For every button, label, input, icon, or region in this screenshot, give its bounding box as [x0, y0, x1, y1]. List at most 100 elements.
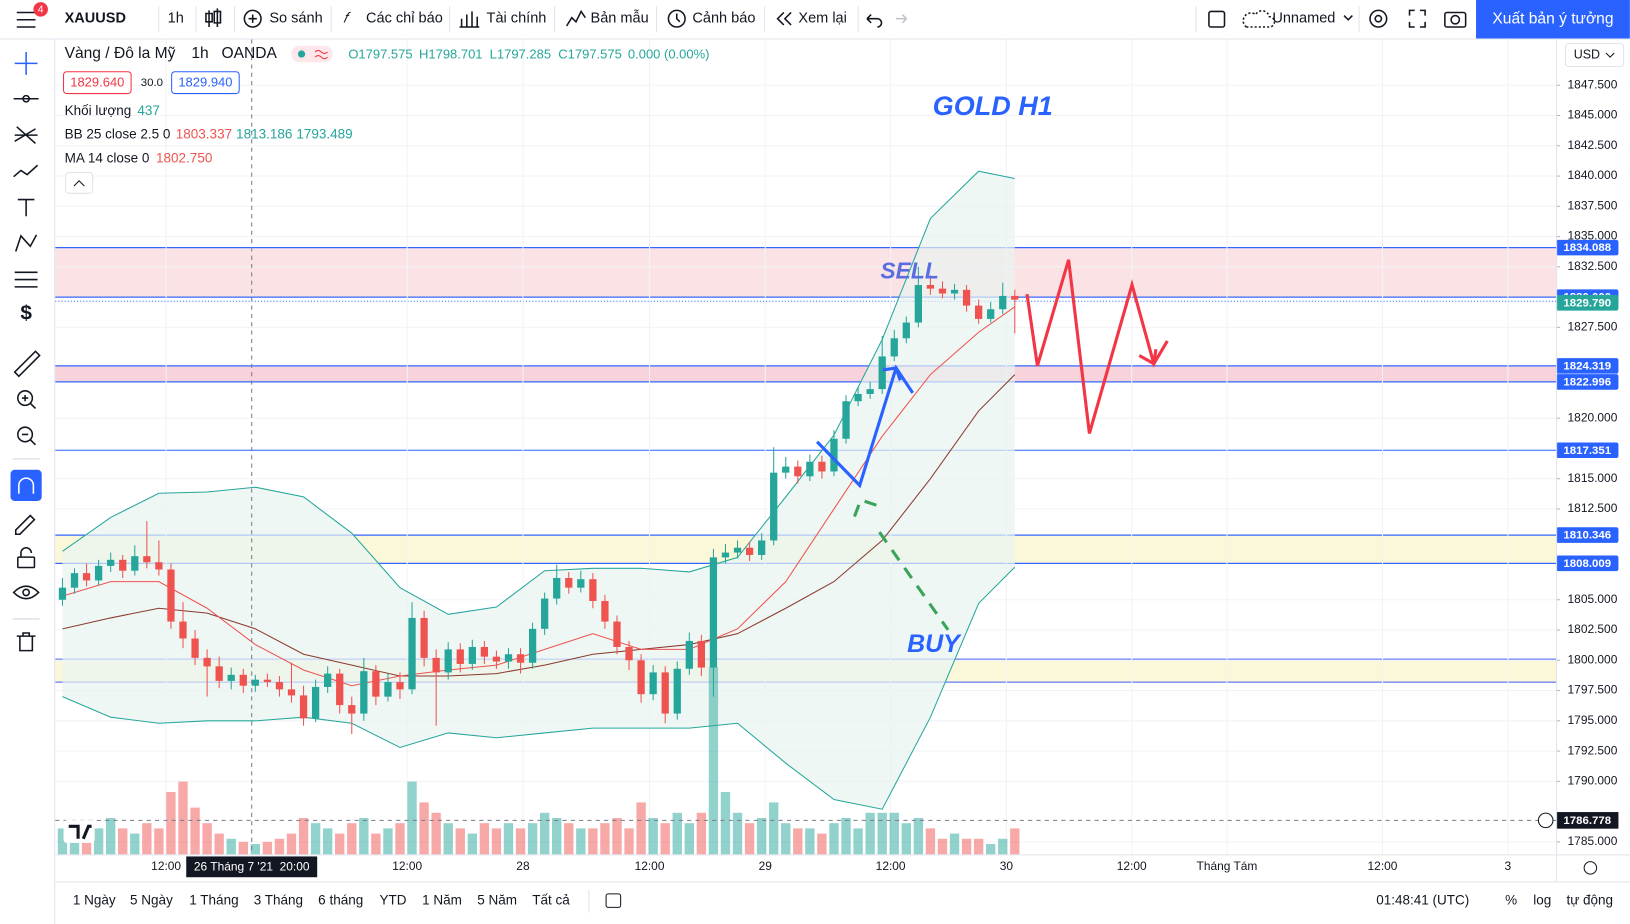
- labels-layer: 1847.500 1845.000 1842.500 1840.000 1837.500…: [55, 39, 1619, 878]
- bb-legend-lower: 1793.489: [296, 127, 352, 142]
- volume-bar: [190, 807, 200, 855]
- range-all[interactable]: Tất cả: [532, 893, 570, 908]
- tool-line-dot: [22, 94, 31, 103]
- tool-zoom-in[interactable]: [17, 390, 34, 407]
- price-label-box: [1556, 358, 1619, 374]
- candle-body: [890, 338, 898, 357]
- tool-text[interactable]: [17, 198, 35, 217]
- plot-layer: [57, 170, 1020, 855]
- layout-dropdown[interactable]: [1343, 15, 1353, 21]
- tool-hide[interactable]: [12, 585, 40, 600]
- tool-magnet-active[interactable]: [10, 469, 42, 501]
- candle-body: [155, 562, 163, 570]
- scale-log[interactable]: log: [1533, 893, 1551, 908]
- toolbar-financials[interactable]: Tài chính: [487, 11, 547, 27]
- toolbar-indicators[interactable]: Các chỉ báo: [366, 11, 443, 27]
- toolbar-compare[interactable]: So sánh: [269, 11, 322, 27]
- y-tick-label: 1805.000: [1568, 592, 1618, 606]
- tool-xabcd[interactable]: [14, 234, 38, 252]
- drawings: GOLD H1 SELL BUY: [815, 91, 1169, 658]
- y-tick-label: 1820.000: [1568, 410, 1618, 424]
- bb-legend-upper: 1813.186: [236, 127, 292, 142]
- range-5d[interactable]: 5 Ngày: [130, 893, 173, 908]
- x-tick-label: 12:00: [635, 859, 665, 873]
- price-label: 1829.790: [1563, 297, 1611, 309]
- fullscreen-icon[interactable]: [1408, 9, 1426, 28]
- currency-select[interactable]: [1564, 43, 1625, 68]
- x-tick-label: 12:00: [876, 859, 906, 873]
- publish-button[interactable]: [1476, 0, 1630, 39]
- bid-box[interactable]: [63, 71, 132, 95]
- crosshair-price-box: [1556, 812, 1619, 829]
- volume-bar: [431, 812, 441, 855]
- candle-body: [275, 682, 284, 690]
- tool-pattern[interactable]: [13, 164, 39, 178]
- tool-measure-price[interactable]: $: [20, 301, 32, 324]
- goto-date-icon[interactable]: [605, 893, 622, 908]
- layout-icon[interactable]: [1208, 10, 1226, 28]
- candle-body: [709, 557, 718, 668]
- ask-box[interactable]: [171, 71, 240, 95]
- toolbar-templates[interactable]: Bản mẫu: [590, 10, 648, 27]
- financials-icon[interactable]: [459, 11, 480, 28]
- layout-name[interactable]: Unnamed: [1272, 11, 1335, 27]
- toolbar-replay[interactable]: Xem lại: [798, 11, 847, 27]
- volume-bar: [636, 802, 646, 855]
- range-1m[interactable]: 1 Tháng: [189, 893, 238, 908]
- range-1d[interactable]: 1 Ngày: [73, 893, 116, 908]
- chart-title: GOLD H1: [933, 91, 1053, 121]
- y-tick-label: 1812.500: [1568, 501, 1618, 515]
- tv-logo: [63, 820, 95, 843]
- crosshair-add: [1537, 812, 1554, 829]
- candle-body: [107, 559, 115, 566]
- volume-bar: [781, 823, 791, 855]
- candle-body: [468, 646, 476, 664]
- range-3m[interactable]: 3 Tháng: [254, 893, 303, 908]
- candle-body: [806, 461, 814, 477]
- toolbar-alerts[interactable]: Cảnh báo: [692, 11, 755, 27]
- range-1y[interactable]: 1 Năm: [422, 893, 462, 908]
- publish-label[interactable]: Xuất bản ý tưởng: [1492, 10, 1613, 27]
- volume-bar: [93, 828, 104, 855]
- chart-type-icon[interactable]: [205, 8, 222, 28]
- candle-body: [842, 401, 850, 439]
- undo-icon[interactable]: [866, 13, 883, 28]
- tool-crosshair[interactable]: [14, 51, 38, 75]
- volume-bar: [467, 833, 478, 855]
- indicator-icon[interactable]: 𝑓: [343, 11, 351, 27]
- interval[interactable]: 1h: [168, 11, 184, 27]
- tool-forecast[interactable]: [14, 271, 38, 288]
- tool-ruler[interactable]: [13, 350, 41, 378]
- volume-bar: [986, 844, 996, 855]
- symbol[interactable]: XAUUSD: [65, 11, 126, 27]
- candle-body: [721, 552, 730, 558]
- range-6m[interactable]: 6 tháng: [318, 893, 363, 908]
- bb-fill: [62, 171, 1015, 810]
- bid-price[interactable]: 1829.640: [70, 75, 124, 90]
- x-tick-label: Tháng Tám: [1197, 859, 1258, 873]
- y-tick-label: 1792.500: [1568, 743, 1618, 757]
- snapshot-icon[interactable]: [1444, 11, 1467, 28]
- menu-icon[interactable]: [16, 11, 36, 28]
- replay-icon[interactable]: [776, 11, 792, 26]
- currency[interactable]: USD: [1574, 47, 1600, 61]
- range-ytd[interactable]: YTD: [380, 893, 407, 908]
- compare-icon[interactable]: [243, 9, 262, 28]
- settings-icon[interactable]: [1369, 9, 1388, 28]
- range-5y[interactable]: 5 Năm: [477, 893, 517, 908]
- alert-icon[interactable]: [667, 9, 686, 28]
- scale-auto[interactable]: tự động: [1566, 893, 1613, 908]
- tool-draw-mode[interactable]: [14, 514, 36, 536]
- tool-fib[interactable]: [14, 126, 38, 145]
- volume-bar: [576, 828, 586, 855]
- collapse-button[interactable]: [65, 172, 94, 194]
- axis-settings[interactable]: [1583, 861, 1598, 875]
- tool-lock[interactable]: [17, 556, 36, 569]
- scale-percent[interactable]: %: [1505, 893, 1517, 908]
- tool-zoom-out[interactable]: [17, 426, 34, 443]
- redo-icon[interactable]: [896, 13, 908, 24]
- candle-body: [685, 640, 693, 669]
- templates-icon[interactable]: [565, 9, 586, 27]
- tool-delete[interactable]: [16, 632, 36, 652]
- ask-price[interactable]: 1829.940: [178, 75, 232, 90]
